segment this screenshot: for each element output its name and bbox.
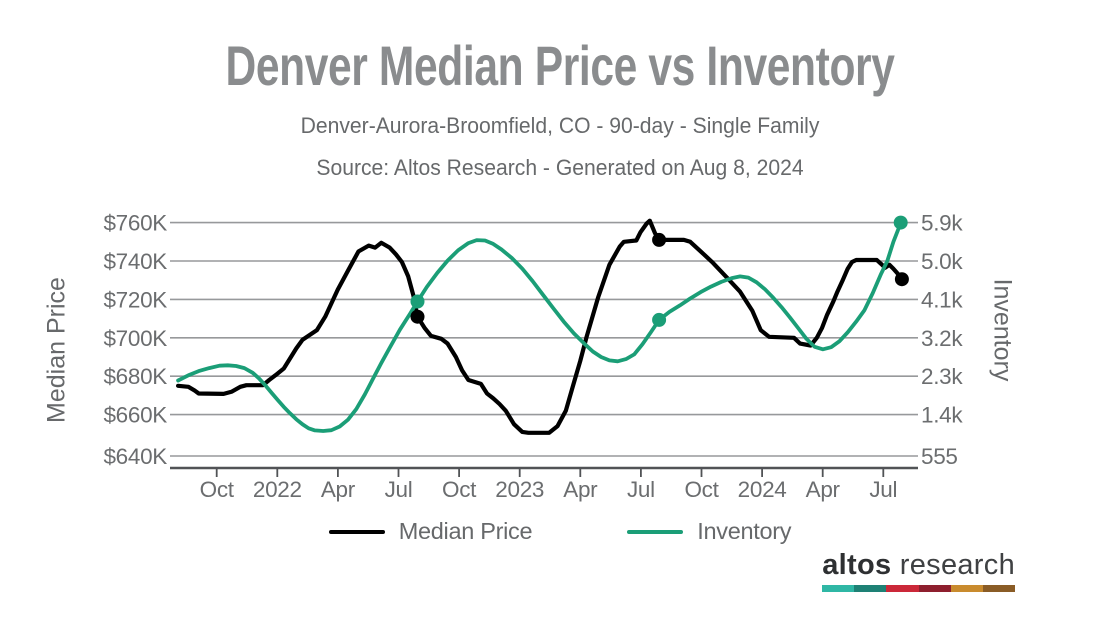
marker-dot-median-price bbox=[410, 309, 425, 324]
logo-bar-segment bbox=[854, 585, 887, 592]
y-tick-label-left: $660K bbox=[103, 403, 167, 428]
legend-item-inventory: Inventory bbox=[627, 518, 792, 545]
marker-dot-median-price bbox=[652, 232, 667, 247]
logo-bar-segment bbox=[822, 585, 855, 592]
marker-dot-median-price bbox=[894, 272, 909, 287]
y-tick-label-right: 5.9k bbox=[921, 211, 963, 236]
y-tick-label-right: 2.3k bbox=[921, 364, 963, 389]
y-tick-label-left: $640K bbox=[103, 444, 167, 469]
x-tick-label: Oct bbox=[684, 477, 719, 502]
marker-dot-inventory bbox=[652, 312, 667, 327]
logo-bar-segment bbox=[918, 585, 951, 592]
altos-research-logo: altos research bbox=[822, 550, 1015, 592]
x-tick-label: Oct bbox=[442, 477, 477, 502]
x-tick-label: 2023 bbox=[495, 477, 544, 502]
y-tick-label-left: $680K bbox=[103, 364, 167, 389]
y-tick-label-right: 3.2k bbox=[921, 326, 963, 351]
y-tick-label-left: $700K bbox=[103, 326, 167, 351]
x-tick-label: 2024 bbox=[738, 477, 787, 502]
legend: Median Price Inventory bbox=[0, 518, 1120, 545]
series-line-median-price bbox=[176, 218, 905, 435]
series-line-inventory bbox=[176, 220, 903, 433]
x-tick-label: Jul bbox=[627, 477, 655, 502]
y-tick-label-right: 5.0k bbox=[921, 249, 963, 274]
logo-word-research: research bbox=[899, 549, 1015, 581]
x-tick-label: Jul bbox=[869, 477, 897, 502]
logo-bar-segment bbox=[886, 585, 919, 592]
chart-title: Denver Median Price vs Inventory bbox=[225, 34, 895, 97]
x-tick-label: 2022 bbox=[253, 477, 302, 502]
y-axis-title-inventory: Inventory bbox=[988, 278, 1017, 382]
altos-research-logo-text: altos research bbox=[822, 550, 1015, 580]
chart-source-line: Source: Altos Research - Generated on Au… bbox=[316, 155, 804, 180]
y-tick-label-right: 1.4k bbox=[921, 403, 963, 428]
logo-bar-segment bbox=[950, 585, 983, 592]
x-tick-label: Oct bbox=[200, 477, 235, 502]
y-tick-label-left: $740K bbox=[103, 249, 167, 274]
logo-bar-segment bbox=[982, 585, 1015, 592]
legend-label-median-price: Median Price bbox=[398, 518, 533, 544]
median-price-line-swatch bbox=[328, 529, 385, 534]
marker-dot-inventory bbox=[410, 294, 425, 309]
y-tick-label-right: 555 bbox=[921, 444, 958, 469]
y-axis-title-median-price: Median Price bbox=[42, 277, 71, 423]
legend-label-inventory: Inventory bbox=[697, 518, 792, 544]
y-tick-label-left: $720K bbox=[103, 287, 167, 312]
x-tick-label: Apr bbox=[321, 477, 356, 502]
marker-dot-inventory bbox=[893, 215, 908, 230]
logo-word-altos: altos bbox=[822, 549, 892, 581]
chart-subtitle: Denver-Aurora-Broomfield, CO - 90-day - … bbox=[300, 113, 820, 138]
x-tick-label: Jul bbox=[385, 477, 413, 502]
legend-item-median-price: Median Price bbox=[328, 518, 533, 545]
inventory-line-swatch bbox=[627, 529, 684, 534]
x-tick-label: Apr bbox=[806, 477, 841, 502]
x-tick-label: Apr bbox=[563, 477, 598, 502]
y-tick-label-right: 4.1k bbox=[921, 287, 963, 312]
logo-color-bar bbox=[822, 585, 1015, 592]
y-tick-label-left: $760K bbox=[103, 211, 167, 236]
